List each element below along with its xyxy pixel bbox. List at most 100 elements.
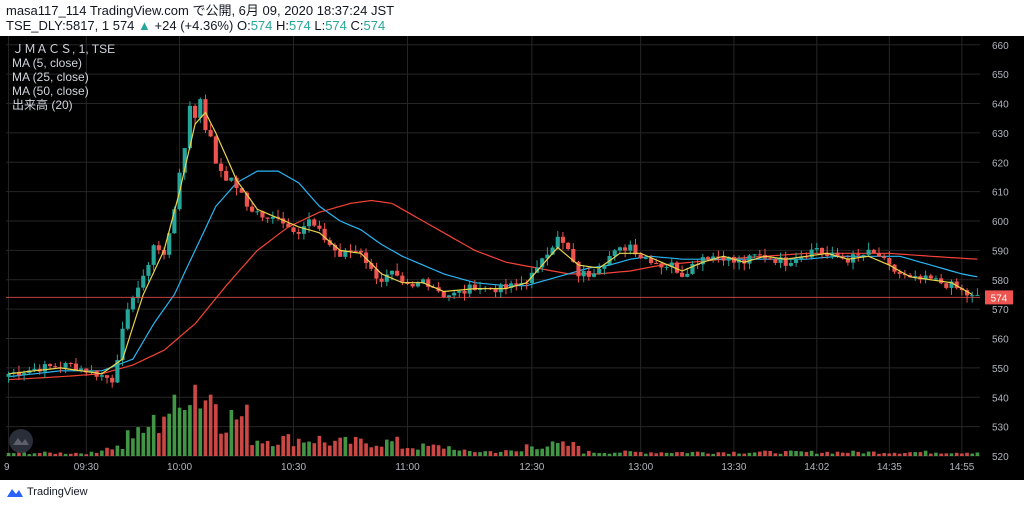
candle-body xyxy=(270,216,275,219)
volume-bar xyxy=(89,451,94,456)
volume-bar xyxy=(789,450,793,456)
price-chart[interactable]: 574 660 650 640 630 620 610 600 590 580 570 560 550… xyxy=(0,36,1024,480)
volume-bar xyxy=(136,427,140,456)
volume-bar xyxy=(452,449,456,456)
legend: ＪＭＡＣＳ, 1, TSE MA (5, close) MA (25, clos… xyxy=(12,42,115,112)
candle-body xyxy=(768,258,773,260)
candle-body xyxy=(690,263,695,274)
high-value: 574 xyxy=(289,18,311,33)
volume-bar xyxy=(690,451,695,456)
legend-symbol[interactable]: ＪＭＡＣＳ, 1, TSE xyxy=(12,42,116,56)
volume-bar xyxy=(830,453,835,456)
candle-body xyxy=(110,377,115,383)
candle-body xyxy=(586,270,591,277)
tradingview-logo-icon[interactable] xyxy=(6,486,24,498)
volume-bar xyxy=(576,445,581,456)
candle-body xyxy=(928,275,933,279)
candle-body xyxy=(260,211,265,218)
volume-bar xyxy=(172,394,177,456)
volume-bar xyxy=(732,451,736,456)
volume-bar xyxy=(162,416,166,456)
candle-body xyxy=(229,177,234,181)
volume-bar xyxy=(343,436,348,456)
x-tick-label: 12:30 xyxy=(519,462,544,473)
y-tick-label: 550 xyxy=(992,364,1009,375)
legend-volume[interactable]: 出来高 (20) xyxy=(12,98,73,112)
candle-body xyxy=(125,309,130,329)
y-tick-label: 600 xyxy=(992,217,1009,228)
volume-bar xyxy=(592,452,596,456)
volume-bar xyxy=(410,448,415,456)
x-tick-label: 9 xyxy=(4,462,10,473)
volume-bar xyxy=(359,438,363,456)
y-tick-label: 570 xyxy=(992,305,1009,316)
x-tick-label: 09:30 xyxy=(74,462,99,473)
candle-body xyxy=(301,226,306,234)
candle-body xyxy=(493,289,498,293)
volume-bar xyxy=(825,451,829,456)
candle-body xyxy=(426,279,431,287)
volume-bar xyxy=(721,452,726,456)
volume-bar xyxy=(675,452,679,456)
candle-body xyxy=(944,283,949,288)
volume-bar xyxy=(467,451,472,456)
candle-body xyxy=(198,99,203,118)
volume-bar xyxy=(239,416,244,456)
candle-body xyxy=(648,257,654,264)
volume-bar xyxy=(773,453,778,456)
candle-body xyxy=(509,283,514,288)
volume-bar xyxy=(416,449,420,456)
volume-bar xyxy=(597,453,602,456)
candle-body xyxy=(369,263,374,269)
candle-body xyxy=(819,248,825,253)
volume-bar xyxy=(462,449,467,456)
volume-bar xyxy=(949,453,954,456)
volume-bar xyxy=(37,453,42,456)
candle-body xyxy=(156,245,161,250)
volume-bar xyxy=(887,453,892,456)
candle-body xyxy=(244,192,249,207)
y-tick-label: 620 xyxy=(992,158,1009,169)
volume-bar xyxy=(68,453,73,456)
ma25-line xyxy=(8,170,978,378)
volume-bar xyxy=(395,436,399,456)
volume-bar xyxy=(224,432,228,456)
volume-bar xyxy=(17,451,21,456)
legend-ma5[interactable]: MA (5, close) xyxy=(12,56,83,70)
volume-bar xyxy=(141,432,146,456)
volume-bar xyxy=(804,451,809,456)
brand-name[interactable]: TradingView xyxy=(27,486,88,498)
volume-bar xyxy=(120,449,125,456)
volume-bar xyxy=(871,451,876,456)
candle-body xyxy=(923,275,928,280)
volume-bar xyxy=(384,439,389,456)
chart-area[interactable]: 574 660 650 640 630 620 610 600 590 580 570 560 550… xyxy=(0,36,1024,480)
y-tick-label: 630 xyxy=(992,129,1009,140)
last-price-tag xyxy=(985,290,1013,305)
volume-bar xyxy=(628,451,633,456)
candle-body xyxy=(120,328,125,361)
candle-body xyxy=(623,247,628,251)
volume-bar xyxy=(353,436,358,456)
volume-bar xyxy=(245,404,249,456)
candle-body xyxy=(338,250,343,257)
legend-ma25[interactable]: MA (25, close) xyxy=(12,70,89,84)
volume-bar xyxy=(758,451,762,456)
volume-bar xyxy=(897,453,902,456)
candle-body xyxy=(99,375,104,377)
volume-bar xyxy=(43,451,47,456)
ma5-path xyxy=(8,111,973,375)
candle-body xyxy=(788,263,793,266)
legend-ma50[interactable]: MA (50, close) xyxy=(12,84,89,98)
candle-body xyxy=(685,273,690,277)
candle-body xyxy=(560,236,566,243)
y-tick-label: 610 xyxy=(992,188,1009,199)
volume-bar xyxy=(53,453,58,456)
candle-body xyxy=(876,253,882,257)
volume-bar xyxy=(638,452,643,456)
candle-body xyxy=(73,363,79,371)
candle-body xyxy=(835,252,840,257)
volume-bar xyxy=(281,435,285,456)
candle-body xyxy=(47,364,53,367)
volume-bar xyxy=(27,454,32,456)
